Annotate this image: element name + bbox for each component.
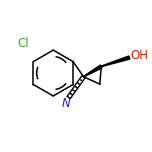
Text: N: N (61, 97, 70, 110)
Polygon shape (101, 56, 130, 67)
Text: OH: OH (131, 49, 149, 62)
Text: Cl: Cl (17, 37, 29, 50)
Polygon shape (83, 65, 102, 77)
